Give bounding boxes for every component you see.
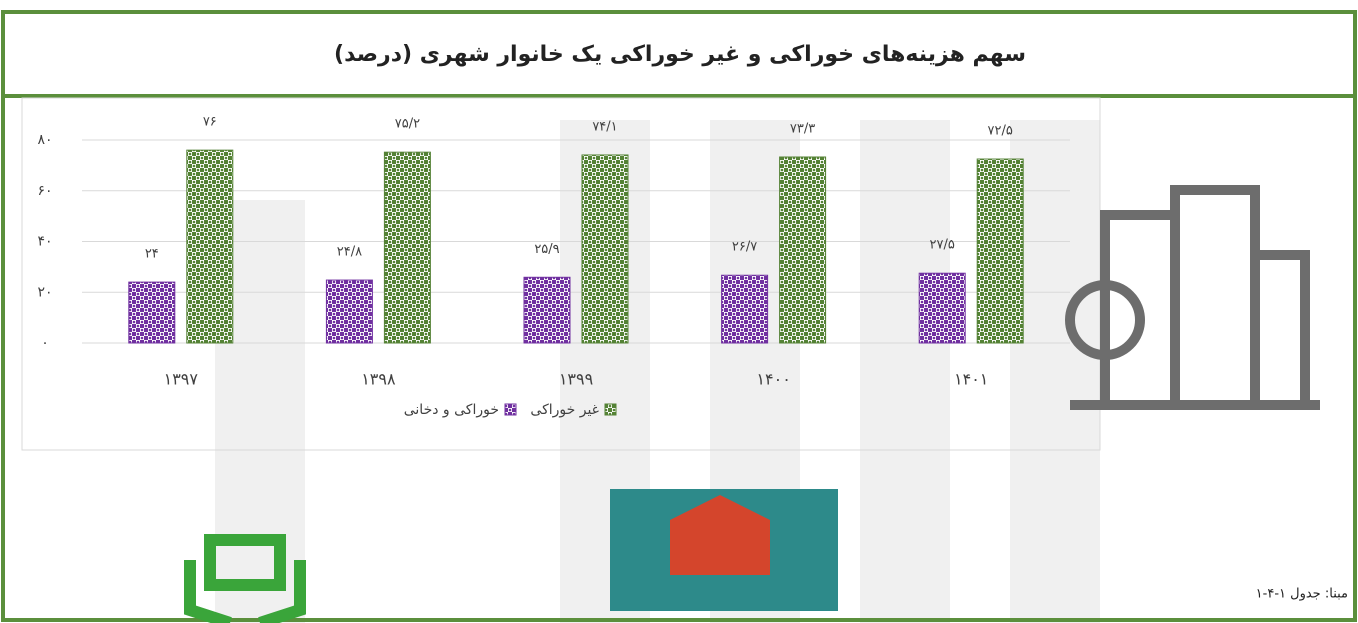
bar xyxy=(326,280,372,343)
data-label: ۲۵/۹ xyxy=(534,242,559,257)
y-tick-label: ۰ xyxy=(41,335,49,351)
data-label: ۲۴/۸ xyxy=(337,245,362,260)
bar xyxy=(129,282,175,343)
data-label: ۲۷/۵ xyxy=(930,238,955,253)
chart-title: سهم هزینه‌های خوراکی و غیر خوراکی یک خان… xyxy=(334,42,1026,67)
bar xyxy=(187,150,233,343)
y-tick-label: ۸۰ xyxy=(37,132,52,148)
y-tick-label: ۶۰ xyxy=(37,183,52,199)
x-tick-label: ۱۳۹۹ xyxy=(559,370,593,389)
bar xyxy=(524,277,570,343)
data-label: ۷۵/۲ xyxy=(395,117,420,132)
bar xyxy=(919,273,965,343)
bar xyxy=(722,275,768,343)
page: سهم هزینه‌های خوراکی و غیر خوراکی یک خان… xyxy=(0,0,1358,623)
data-label: ۷۴/۱ xyxy=(592,119,617,134)
y-tick-label: ۴۰ xyxy=(37,234,52,250)
bar xyxy=(780,157,826,343)
data-label: ۷۳/۳ xyxy=(790,122,815,137)
bar xyxy=(384,152,430,343)
legend-label: خوراکی و دخانی xyxy=(404,402,499,418)
legend-swatch xyxy=(605,404,616,415)
data-label: ۷۶ xyxy=(203,115,217,130)
x-tick-label: ۱۳۹۸ xyxy=(361,370,396,389)
bar xyxy=(977,159,1023,343)
building-icon xyxy=(1070,190,1320,405)
legend-label: غیر خوراکی xyxy=(530,402,599,418)
x-tick-label: ۱۴۰۱ xyxy=(954,370,988,389)
source-note: مبنا: جدول ۱-۴-۱ xyxy=(1256,587,1348,602)
x-tick-label: ۱۴۰۰ xyxy=(756,370,790,389)
bar xyxy=(582,155,628,343)
data-label: ۷۲/۵ xyxy=(988,124,1013,139)
x-tick-label: ۱۳۹۷ xyxy=(164,370,199,389)
data-label: ۲۴ xyxy=(145,247,159,262)
y-tick-label: ۲۰ xyxy=(37,284,52,300)
data-label: ۲۶/۷ xyxy=(732,240,757,255)
legend-swatch xyxy=(505,404,516,415)
